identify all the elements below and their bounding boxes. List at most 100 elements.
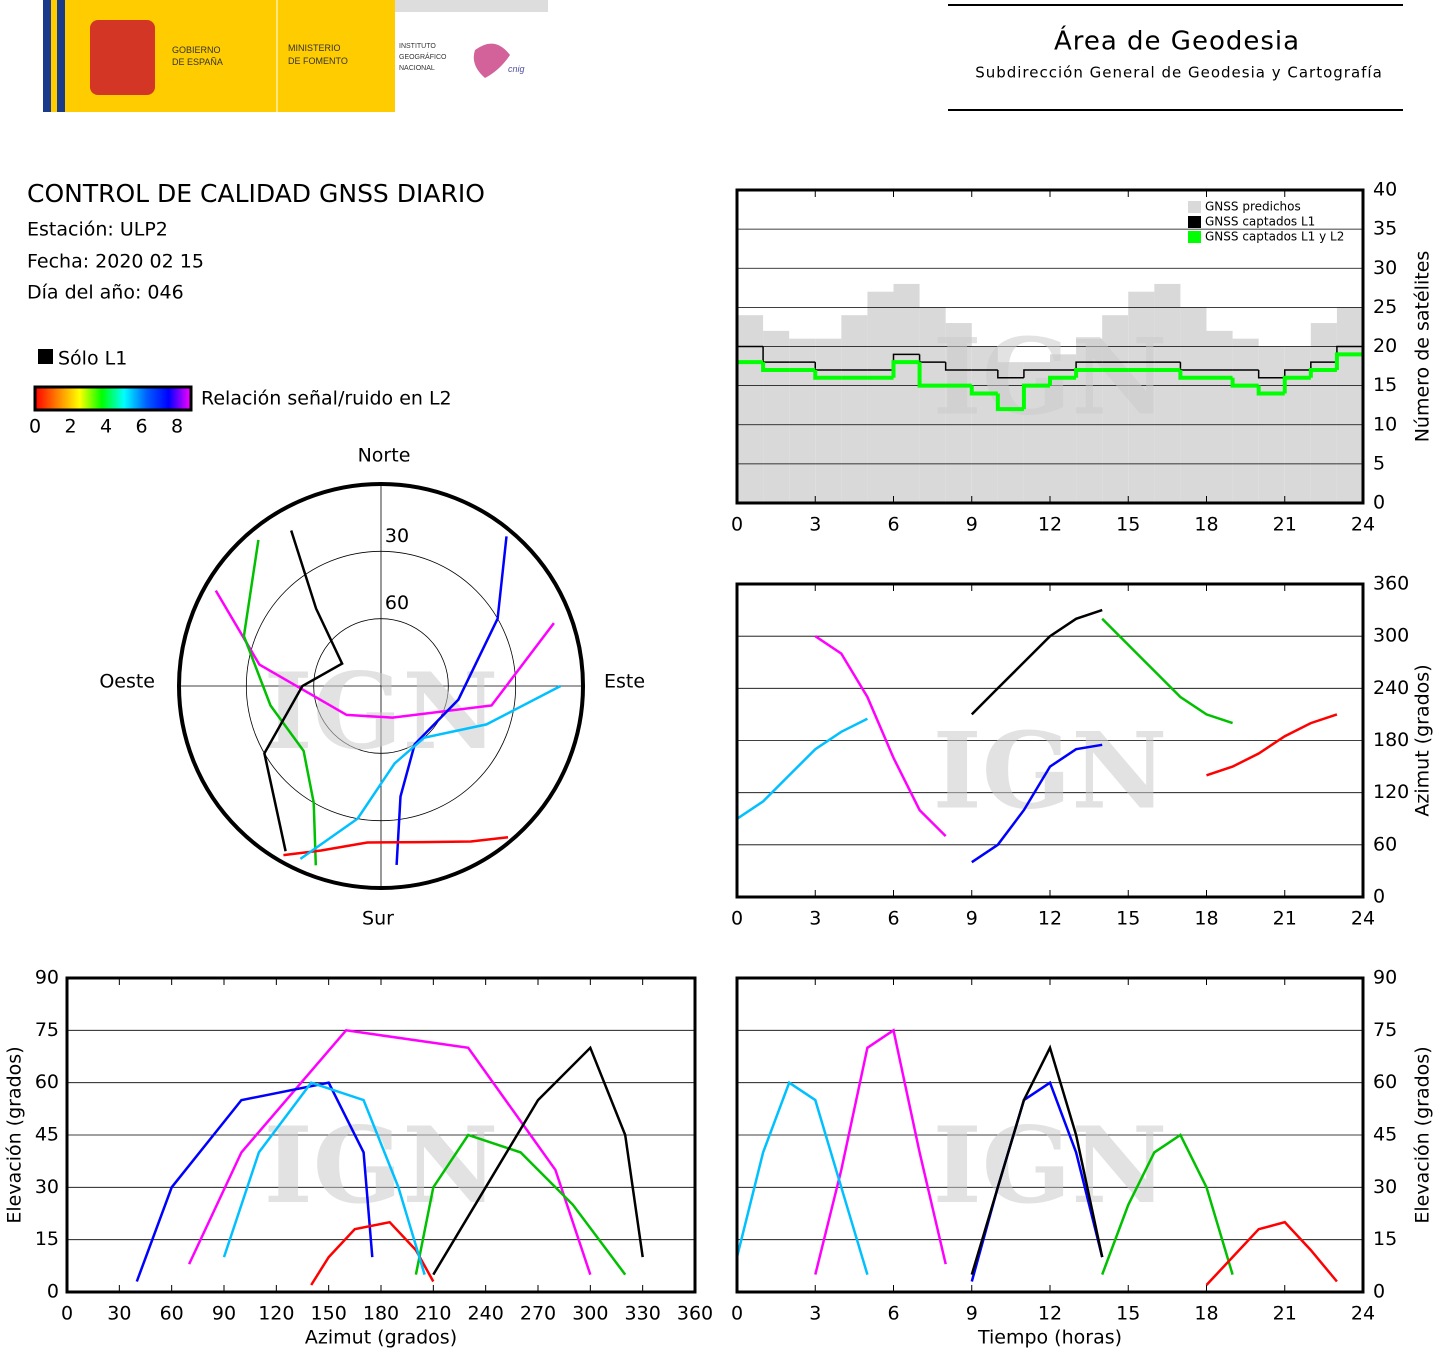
predicted-bar [763,330,790,503]
predicted-bar [893,283,920,503]
plot-frame [735,582,1365,899]
north-label: Norte [358,445,411,467]
satellite-track [299,684,562,860]
x-tick-label: 210 [415,1303,451,1325]
y-tick-label: 45 [1373,1124,1397,1146]
legend-swatch [1188,231,1201,243]
snr-tick-label: 2 [64,416,76,438]
predicted-bar [1310,323,1337,503]
elevation-ring [313,618,449,754]
satellite-track [432,1045,644,1276]
legend-swatch [1188,216,1201,228]
predicted-bar [1336,307,1363,503]
x-tick-label: 300 [572,1303,608,1325]
y-tick-label: 30 [1373,1176,1397,1198]
y-tick-label: 60 [35,1071,59,1093]
x-tick-label: 3 [809,1303,821,1325]
report-title: CONTROL DE CALIDAD GNSS DIARIO [27,179,485,208]
count-step [1256,385,1285,396]
count-step [1023,369,1050,378]
predicted-bar [737,315,764,503]
count-step [1257,369,1285,379]
watermark: IGN [264,1103,499,1227]
y-tick-label: 10 [1373,413,1397,435]
satellite-track [1205,1220,1338,1286]
satellite-track [970,1044,1104,1275]
satellite-track [135,1081,374,1282]
count-step [1075,361,1103,370]
x-tick-label: 240 [468,1303,504,1325]
y-tick-label: 15 [1373,374,1397,396]
count-step [1021,383,1050,410]
x-axis-label: Azimut (grados) [305,1327,457,1349]
count-step [1282,375,1311,394]
logo-block: GOBIERNO DE ESPAÑA MINISTERIO DE FOMENTO… [43,0,548,112]
count-step [1048,375,1077,386]
y-tick-label: 0 [1373,1281,1385,1303]
legend-swatch [1188,201,1201,213]
watermark: IGN [933,709,1168,833]
x-tick-label: 12 [1038,908,1062,930]
count-step [1178,369,1207,380]
x-tick-label: 18 [1194,1303,1218,1325]
x-tick-label: 3 [809,514,821,536]
y-tick-label: 240 [1373,677,1409,699]
coat-of-arms [90,20,155,95]
y-tick-label: 20 [1373,335,1397,357]
count-step [1308,367,1337,378]
satellite-track [187,1028,592,1275]
y-tick-label: 180 [1373,729,1409,751]
x-tick-label: 18 [1194,908,1218,930]
cnig-logo [473,43,510,78]
y-axis-label: Número de satélites [1412,251,1434,443]
plot-layer [737,283,1363,503]
count-step [997,369,1024,379]
y-tick-label: 75 [1373,1019,1397,1041]
satellite-track [1206,713,1338,777]
predicted-bar [945,323,972,503]
snr-colorbar [33,385,193,412]
x-tick-label: 0 [731,514,743,536]
y-tick-label: 0 [1373,492,1385,514]
x-tick-label: 12 [1038,514,1062,536]
satellite-track [214,589,555,719]
watermark: IGN [933,1103,1168,1227]
x-tick-label: 360 [677,1303,713,1325]
gov-text: DE ESPAÑA [172,57,223,67]
snr-tick-label: 0 [29,416,41,438]
x-tick-label: 6 [887,1303,899,1325]
count-step [891,360,920,378]
x-tick-label: 90 [212,1303,236,1325]
count-step [917,362,946,388]
satellite-track [814,635,947,837]
count-step [761,362,790,372]
count-step [1310,361,1337,370]
gov-text: GOBIERNO [172,45,221,55]
satellite-track [263,530,344,852]
y-tick-label: 90 [1373,967,1397,989]
predicted-bar [1128,291,1155,503]
x-tick-label: 330 [625,1303,661,1325]
legend-label: GNSS captados L1 [1205,215,1315,229]
x-tick-label: 150 [311,1303,347,1325]
elevation-ring [245,550,517,822]
x-tick-label: 6 [887,908,899,930]
horizon [177,482,585,890]
count-step [1334,352,1363,370]
y-tick-label: 35 [1373,218,1397,240]
y-tick-label: 60 [1373,833,1397,855]
satellite-track [735,1080,869,1275]
x-tick-label: 0 [731,908,743,930]
institute-text: GEOGRÁFICO [399,52,447,61]
satellite-track [736,717,868,820]
y-tick-label: 60 [1373,1071,1397,1093]
x-tick-label: 120 [258,1303,294,1325]
predicted-bar [1206,330,1233,503]
satellite-track [1101,617,1233,725]
predicted-bar [867,291,894,503]
satellite-track [283,836,509,857]
ministry-text: MINISTERIO [288,43,341,53]
legend-label: GNSS captados L1 y L2 [1205,230,1344,244]
satellite-track [970,608,1103,716]
x-tick-label: 30 [107,1303,131,1325]
